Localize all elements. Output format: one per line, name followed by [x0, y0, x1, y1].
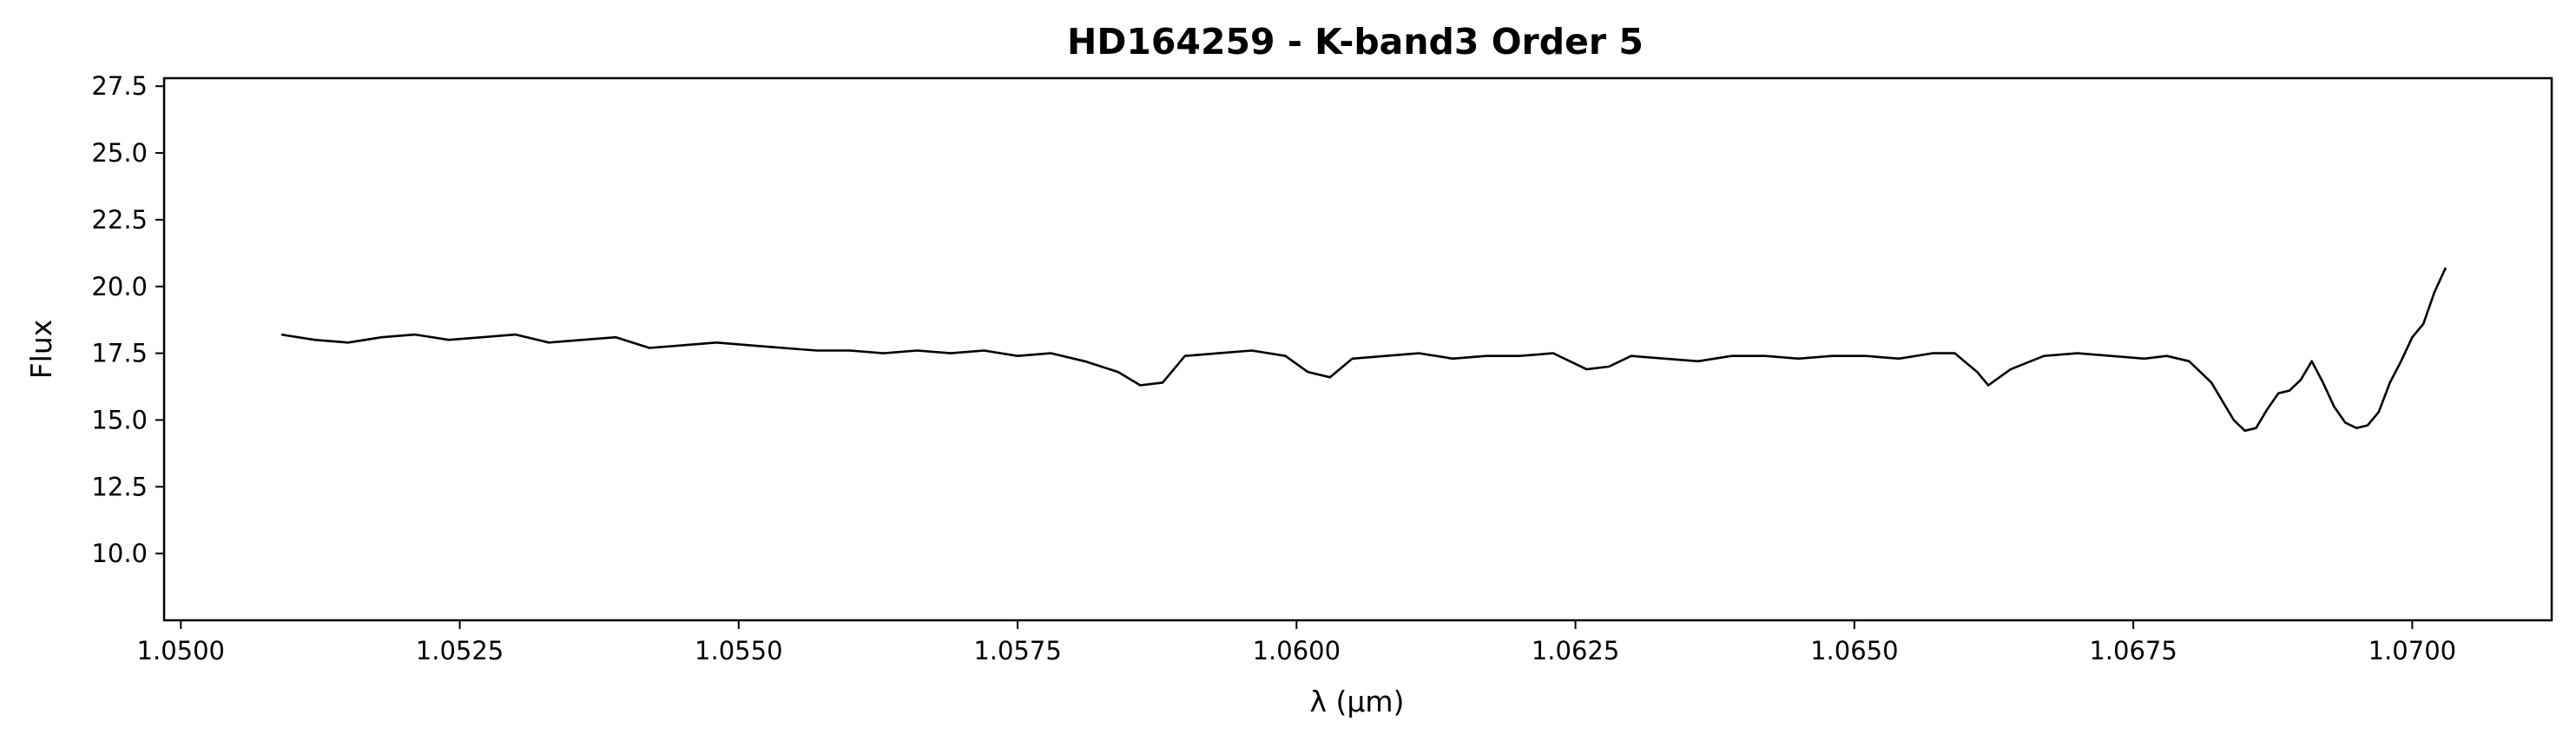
plot-frame	[162, 76, 2553, 622]
x-tick-label: 1.0600	[1253, 636, 1341, 665]
x-axis-label: λ (μm)	[1310, 685, 1405, 718]
x-tick-label: 1.0575	[973, 636, 1061, 665]
y-tick-label: 20.0	[91, 272, 148, 301]
y-tick-label: 12.5	[91, 472, 148, 501]
x-tick-label: 1.0675	[2089, 636, 2177, 665]
y-axis-label: Flux	[24, 320, 58, 380]
y-tick-label: 25.0	[91, 138, 148, 168]
x-tick-label: 1.0625	[1532, 636, 1619, 665]
x-tick-label: 1.0525	[416, 636, 504, 665]
y-tick-label: 15.0	[91, 405, 148, 434]
x-tick-label: 1.0650	[1810, 636, 1898, 665]
chart-title: HD164259 - K-band3 Order 5	[1067, 21, 1644, 63]
y-tick-label: 27.5	[91, 71, 148, 101]
y-tick-label: 10.0	[91, 539, 148, 568]
y-tick-label: 17.5	[91, 339, 148, 368]
x-tick-label: 1.0550	[695, 636, 782, 665]
x-tick-label: 1.0700	[2368, 636, 2456, 665]
y-tick-label: 22.5	[91, 205, 148, 235]
x-tick-label: 1.0500	[137, 636, 225, 665]
y-axis: 10.0 12.5 15.0 17.5 20.0 22.5 25.0 27.5	[91, 71, 164, 568]
spectrum-line	[280, 267, 2448, 433]
x-axis: 1.0500 1.0525 1.0550 1.0575 1.0600 1.0625 1.06…	[137, 620, 2456, 665]
